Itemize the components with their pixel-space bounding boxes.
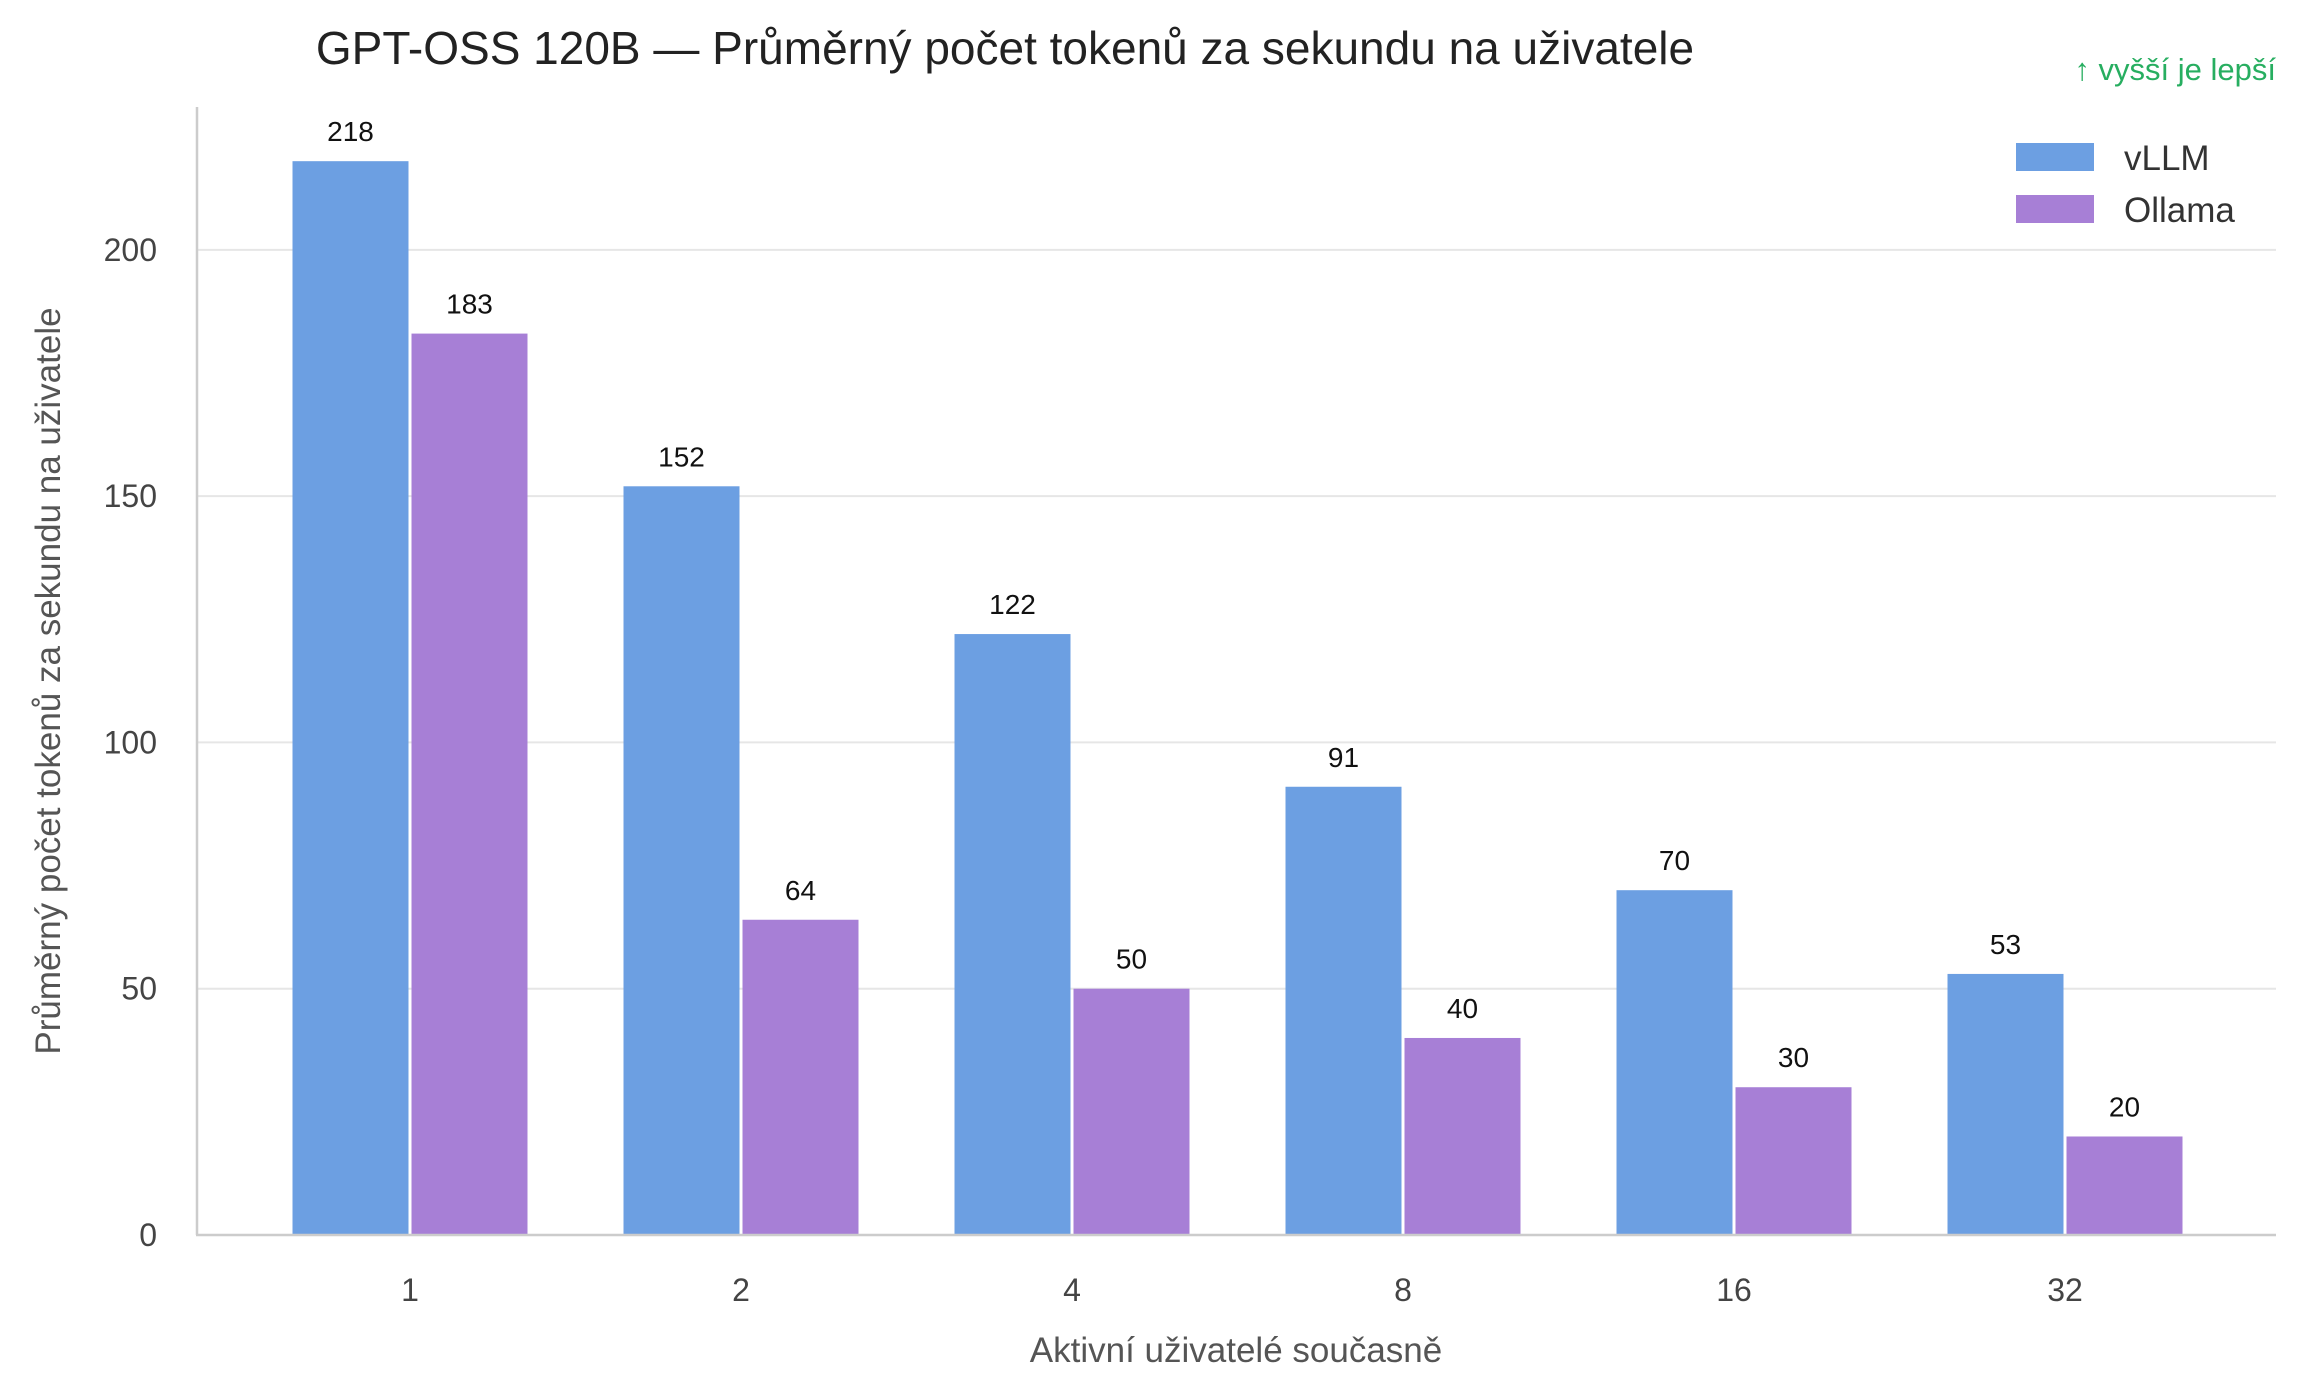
- y-tick-label-100: 100: [104, 724, 157, 760]
- value-label-vllm-8: 91: [1328, 742, 1359, 773]
- value-label-vllm-4: 122: [989, 589, 1036, 620]
- x-axis-label: Aktivní uživatelé současně: [1030, 1331, 1442, 1370]
- legend-label-vllm: vLLM: [2124, 139, 2210, 178]
- bar-vllm-4: [954, 634, 1071, 1235]
- bars: [292, 161, 2183, 1236]
- value-labels: 218 183 152 64 122 50 91 40 70 30 53 20: [327, 116, 2140, 1122]
- y-tick-label-150: 150: [104, 478, 157, 514]
- bar-ollama-4: [1073, 988, 1190, 1235]
- legend-swatch-vllm: [2016, 143, 2094, 171]
- value-label-ollama-2: 64: [785, 875, 816, 906]
- x-tick-label-1: 1: [401, 1272, 419, 1308]
- x-tick-label-32: 32: [2047, 1272, 2083, 1308]
- value-label-ollama-4: 50: [1116, 944, 1147, 975]
- y-tick-label-200: 200: [104, 232, 157, 268]
- bar-vllm-2: [623, 486, 740, 1236]
- y-tick-label-0: 0: [139, 1217, 157, 1253]
- x-tick-label-16: 16: [1716, 1272, 1752, 1308]
- value-label-vllm-32: 53: [1990, 929, 2021, 960]
- y-tick-labels: 0 50 100 150 200: [104, 232, 157, 1253]
- value-label-vllm-16: 70: [1659, 845, 1690, 876]
- higher-is-better-note: ↑ vyšší je lepší: [2074, 52, 2276, 87]
- gridlines: [197, 248, 2276, 990]
- bar-vllm-32: [1947, 973, 2064, 1235]
- bar-ollama-2: [742, 919, 859, 1235]
- value-label-ollama-16: 30: [1778, 1042, 1809, 1073]
- value-label-vllm-1: 218: [327, 116, 374, 147]
- bar-vllm-1: [292, 161, 409, 1236]
- bar-ollama-1: [411, 333, 528, 1235]
- x-tick-label-8: 8: [1394, 1272, 1412, 1308]
- bar-ollama-32: [2066, 1136, 2183, 1235]
- bar-ollama-8: [1404, 1037, 1521, 1235]
- value-label-ollama-1: 183: [446, 289, 493, 320]
- value-label-vllm-2: 152: [658, 441, 705, 472]
- legend-swatch-ollama: [2016, 195, 2094, 223]
- bar-ollama-16: [1735, 1087, 1852, 1235]
- x-tick-labels: 1 2 4 8 16 32: [401, 1272, 2083, 1308]
- chart-title: GPT-OSS 120B — Průměrný počet tokenů za …: [316, 22, 1694, 74]
- bar-vllm-8: [1285, 786, 1402, 1235]
- value-label-ollama-8: 40: [1447, 993, 1478, 1024]
- x-tick-label-4: 4: [1063, 1272, 1081, 1308]
- legend: vLLM Ollama: [2016, 139, 2235, 230]
- bar-vllm-16: [1616, 890, 1733, 1235]
- x-tick-label-2: 2: [732, 1272, 750, 1308]
- legend-label-ollama: Ollama: [2124, 191, 2235, 230]
- y-tick-label-50: 50: [121, 971, 157, 1007]
- value-label-ollama-32: 20: [2109, 1091, 2140, 1122]
- y-axis-label: Průměrný počet tokenů za sekundu na uživ…: [29, 307, 68, 1054]
